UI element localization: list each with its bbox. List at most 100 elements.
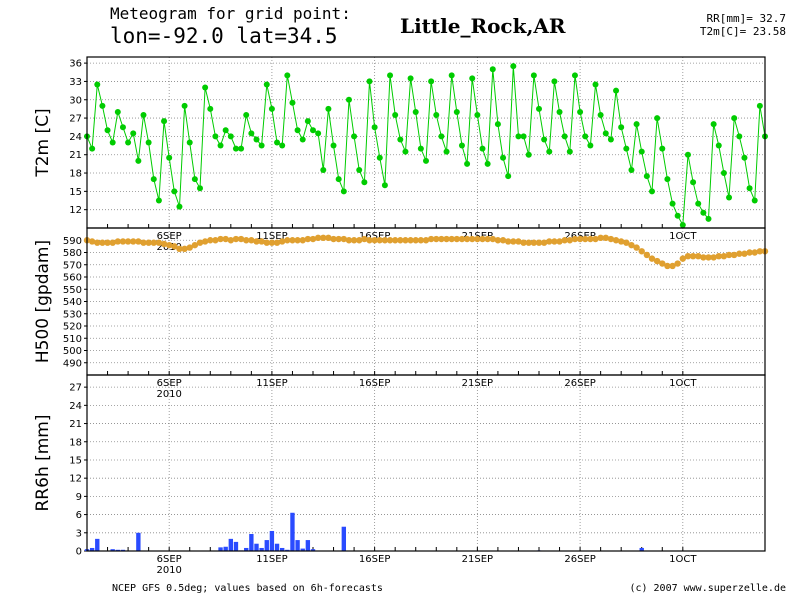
h500-point xyxy=(253,238,260,245)
h500-point xyxy=(633,244,640,251)
t2m-point xyxy=(607,136,614,143)
rr6h-xtick-label: 11SEP xyxy=(256,554,287,565)
rr6h-bar xyxy=(120,549,126,551)
h500-year-label: 2010 xyxy=(156,389,181,400)
rr6h-bar xyxy=(95,538,100,551)
h500-point xyxy=(391,237,399,244)
t2m-point xyxy=(104,127,111,134)
t2m-point xyxy=(525,151,532,158)
rr6h-bar xyxy=(254,543,259,551)
t2m-point xyxy=(500,154,507,161)
rr6h-ytick-label: 15 xyxy=(69,455,82,466)
h500-point xyxy=(705,254,712,261)
t2m-point xyxy=(469,75,476,82)
t2m-point xyxy=(150,176,157,183)
t2m-point xyxy=(161,118,168,125)
t2m-point xyxy=(664,176,671,183)
h500-point xyxy=(448,235,455,243)
t2m-point xyxy=(710,121,717,128)
t2m-point xyxy=(402,148,409,155)
h500-point xyxy=(417,237,425,244)
t2m-point xyxy=(397,136,404,143)
h500-point xyxy=(700,254,707,261)
rr6h-bar xyxy=(295,540,300,551)
t2m-ytick-label: 36 xyxy=(69,59,82,70)
t2m-point xyxy=(289,99,296,106)
h500-point xyxy=(597,234,604,241)
h500-point xyxy=(314,234,322,241)
rr6h-bar xyxy=(115,549,121,551)
t2m-point xyxy=(176,203,183,210)
h500-point xyxy=(196,239,204,246)
h500-point xyxy=(530,239,538,246)
h500-ytick-label: 510 xyxy=(63,334,82,345)
t2m-point xyxy=(130,130,137,137)
h500-point xyxy=(422,237,430,244)
rr6h-bar xyxy=(218,547,223,551)
t2m-point xyxy=(207,105,214,112)
h500-point xyxy=(546,238,553,245)
h500-point xyxy=(582,235,589,243)
h500-ytick-label: 540 xyxy=(63,297,82,308)
h500-point xyxy=(325,234,332,241)
location-name: Little_Rock,AR xyxy=(400,14,566,38)
t2m-point xyxy=(453,108,460,115)
rr6h-bar xyxy=(244,547,249,551)
t2m-point xyxy=(720,170,727,177)
rr6h-frame xyxy=(86,374,766,552)
rr6h-xtick-label: 26SEP xyxy=(564,554,595,565)
t2m-point xyxy=(684,151,691,158)
t2m-ytick-label: 24 xyxy=(69,132,82,143)
rr6h-ytick-label: 21 xyxy=(69,419,82,430)
h500-point xyxy=(720,252,728,260)
h500-point xyxy=(99,239,106,246)
t2m-point xyxy=(238,145,245,152)
rr6h-xtick-label: 21SEP xyxy=(462,554,493,565)
t2m-point xyxy=(320,166,327,173)
h500-axis-title: H500 [gpdam] xyxy=(33,240,53,363)
t2m-point xyxy=(494,121,501,128)
h500-point xyxy=(525,239,532,246)
t2m-point xyxy=(592,81,599,88)
t2m-point xyxy=(330,142,337,149)
t2m-point xyxy=(751,197,758,204)
h500-ytick-label: 490 xyxy=(63,358,82,369)
h500-point xyxy=(653,257,661,265)
h500-point xyxy=(479,235,486,243)
h500-point xyxy=(551,238,558,245)
h500-point xyxy=(222,235,229,243)
h500-point xyxy=(145,239,152,246)
h500-point xyxy=(736,250,743,257)
h500-point xyxy=(376,237,383,244)
t2m-point xyxy=(232,145,239,152)
rr6h-xtick-label: 1OCT xyxy=(669,554,697,565)
h500-point xyxy=(730,251,738,259)
rr6h-bar xyxy=(285,549,290,551)
h500-point xyxy=(227,237,235,244)
t2m-ytick-label: 27 xyxy=(69,114,82,125)
t2m-point xyxy=(114,108,121,115)
t2m-point xyxy=(212,133,219,140)
h500-point xyxy=(150,239,157,246)
t2m-point xyxy=(371,124,378,131)
rr6h-ytick-label: 27 xyxy=(69,383,82,394)
t2m-point xyxy=(171,188,178,195)
h500-point xyxy=(741,250,748,257)
t2m-xtick-label: 6SEP xyxy=(157,231,182,242)
t2m-point xyxy=(248,130,255,137)
rr6h-bar xyxy=(274,543,280,551)
t2m-point xyxy=(381,182,388,189)
t2m-point xyxy=(263,81,270,88)
h500-point xyxy=(623,239,630,246)
t2m-point xyxy=(140,112,147,119)
rr6h-bar xyxy=(110,549,115,551)
t2m-point xyxy=(407,75,414,82)
h500-point xyxy=(94,239,101,246)
h500-point xyxy=(299,237,306,244)
h500-point xyxy=(201,238,209,245)
t2m-point xyxy=(310,127,316,134)
t2m-point xyxy=(587,142,594,149)
t2m-point xyxy=(335,176,342,183)
t2m-point xyxy=(649,188,655,195)
